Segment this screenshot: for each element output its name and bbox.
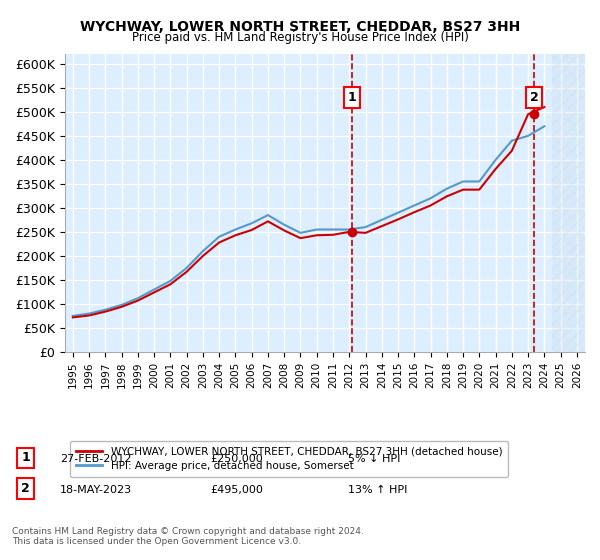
Text: 1: 1 (347, 91, 356, 104)
Text: £495,000: £495,000 (210, 485, 263, 495)
Legend: WYCHWAY, LOWER NORTH STREET, CHEDDAR, BS27 3HH (detached house), HPI: Average pr: WYCHWAY, LOWER NORTH STREET, CHEDDAR, BS… (70, 441, 508, 477)
Text: £250,000: £250,000 (210, 454, 263, 464)
Text: 27-FEB-2012: 27-FEB-2012 (60, 454, 131, 464)
Bar (553, 54, 585, 352)
Text: 1: 1 (21, 451, 30, 464)
Text: Contains HM Land Registry data © Crown copyright and database right 2024.
This d: Contains HM Land Registry data © Crown c… (12, 526, 364, 546)
Text: 2: 2 (530, 91, 538, 104)
Text: 5% ↓ HPI: 5% ↓ HPI (348, 454, 400, 464)
Text: WYCHWAY, LOWER NORTH STREET, CHEDDAR, BS27 3HH: WYCHWAY, LOWER NORTH STREET, CHEDDAR, BS… (80, 20, 520, 34)
Text: Price paid vs. HM Land Registry's House Price Index (HPI): Price paid vs. HM Land Registry's House … (131, 31, 469, 44)
Text: 13% ↑ HPI: 13% ↑ HPI (348, 485, 407, 495)
Text: 18-MAY-2023: 18-MAY-2023 (60, 485, 132, 495)
Text: 2: 2 (21, 482, 30, 495)
